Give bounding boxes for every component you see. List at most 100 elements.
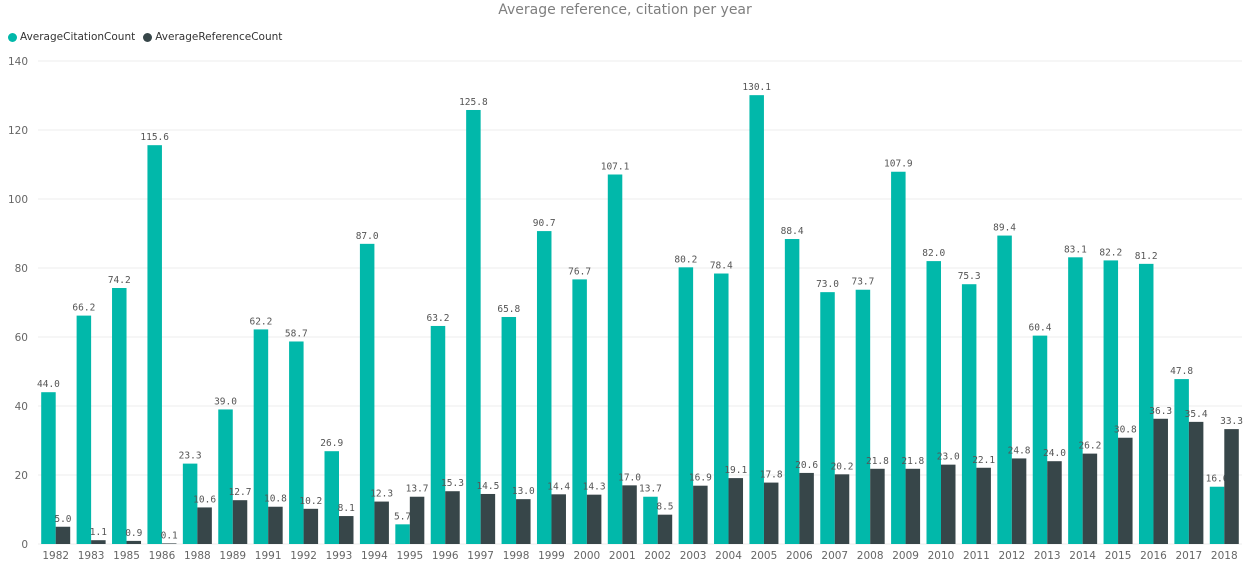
bar-reference[interactable] bbox=[161, 543, 177, 544]
x-tick-label: 2005 bbox=[751, 550, 778, 562]
bar-reference[interactable] bbox=[586, 494, 602, 544]
bar-citation[interactable] bbox=[182, 463, 198, 544]
bar-reference[interactable] bbox=[870, 468, 885, 544]
data-label-reference: 8.5 bbox=[656, 502, 673, 513]
bar-reference[interactable] bbox=[657, 514, 673, 544]
bar-citation[interactable] bbox=[324, 451, 340, 544]
data-label-reference: 26.2 bbox=[1078, 441, 1101, 452]
data-label-reference: 12.7 bbox=[229, 487, 252, 498]
bar-citation[interactable] bbox=[643, 496, 658, 544]
bar-reference[interactable] bbox=[551, 494, 566, 544]
y-tick-label: 40 bbox=[15, 401, 28, 413]
bar-citation[interactable] bbox=[1174, 379, 1189, 544]
bar-citation[interactable] bbox=[466, 109, 481, 545]
bar-reference[interactable] bbox=[197, 507, 212, 544]
bar-reference[interactable] bbox=[1082, 453, 1098, 544]
bar-citation[interactable] bbox=[1032, 335, 1048, 544]
bar-citation[interactable] bbox=[1138, 263, 1154, 544]
bar-reference[interactable] bbox=[693, 485, 708, 544]
bar-citation[interactable] bbox=[218, 409, 233, 544]
bar-citation[interactable] bbox=[714, 273, 729, 544]
bar-citation[interactable] bbox=[749, 95, 764, 544]
bar-reference[interactable] bbox=[126, 540, 142, 544]
bar-citation[interactable] bbox=[1103, 260, 1119, 544]
bar-reference[interactable] bbox=[339, 516, 354, 544]
bar-citation[interactable] bbox=[607, 174, 623, 544]
bar-reference[interactable] bbox=[516, 499, 531, 544]
data-label-reference: 14.5 bbox=[476, 481, 499, 492]
bar-reference[interactable] bbox=[55, 526, 71, 544]
bar-reference[interactable] bbox=[409, 496, 425, 544]
bar-citation[interactable] bbox=[41, 392, 56, 544]
bar-reference[interactable] bbox=[763, 482, 779, 544]
bar-citation[interactable] bbox=[855, 289, 871, 544]
bar-citation[interactable] bbox=[961, 284, 977, 544]
bar-citation[interactable] bbox=[359, 243, 375, 544]
data-label-reference: 21.8 bbox=[901, 456, 924, 467]
bar-citation[interactable] bbox=[395, 524, 410, 544]
bar-reference[interactable] bbox=[303, 508, 319, 544]
bar-reference[interactable] bbox=[622, 485, 637, 544]
bar-citation[interactable] bbox=[784, 239, 800, 544]
data-label-reference: 0.1 bbox=[161, 531, 178, 542]
data-label-reference: 13.7 bbox=[406, 484, 429, 495]
bar-citation[interactable] bbox=[289, 341, 304, 544]
bar-reference[interactable] bbox=[834, 474, 850, 544]
bar-reference[interactable] bbox=[799, 472, 814, 544]
bar-citation[interactable] bbox=[891, 171, 906, 544]
bar-reference[interactable] bbox=[374, 501, 389, 544]
bar-citation[interactable] bbox=[820, 292, 835, 544]
bar-citation[interactable] bbox=[926, 261, 942, 544]
x-tick-label: 1988 bbox=[184, 550, 211, 562]
bar-citation[interactable] bbox=[112, 288, 127, 544]
data-label-reference: 23.0 bbox=[937, 452, 960, 463]
bar-reference[interactable] bbox=[445, 491, 460, 544]
data-label-citation: 82.0 bbox=[922, 248, 945, 259]
x-tick-label: 2006 bbox=[786, 550, 813, 562]
data-label-citation: 83.1 bbox=[1064, 244, 1087, 255]
bar-citation[interactable] bbox=[147, 145, 162, 544]
bar-reference[interactable] bbox=[1047, 461, 1062, 544]
bar-reference[interactable] bbox=[976, 467, 991, 544]
bar-citation[interactable] bbox=[997, 235, 1012, 544]
legend-item-reference[interactable]: AverageReferenceCount bbox=[143, 31, 282, 43]
data-label-citation: 73.7 bbox=[851, 277, 874, 288]
x-tick-label: 2015 bbox=[1105, 550, 1132, 562]
x-tick-label: 1999 bbox=[538, 550, 565, 562]
bar-reference[interactable] bbox=[1118, 437, 1133, 544]
bar-reference[interactable] bbox=[232, 500, 248, 544]
bar-reference[interactable] bbox=[1011, 458, 1027, 544]
data-label-reference: 22.1 bbox=[972, 455, 995, 466]
bar-reference[interactable] bbox=[941, 464, 956, 544]
x-tick-label: 2014 bbox=[1069, 550, 1096, 562]
data-label-citation: 47.8 bbox=[1170, 366, 1193, 377]
bar-reference[interactable] bbox=[268, 506, 283, 544]
bar-reference[interactable] bbox=[1153, 418, 1168, 544]
bar-reference[interactable] bbox=[1188, 421, 1204, 544]
bar-citation[interactable] bbox=[678, 267, 694, 544]
data-label-citation: 66.2 bbox=[72, 303, 95, 314]
y-tick-label: 140 bbox=[8, 56, 28, 68]
bar-citation[interactable] bbox=[253, 329, 269, 544]
bar-citation[interactable] bbox=[501, 316, 517, 544]
x-tick-label: 1998 bbox=[503, 550, 530, 562]
data-label-citation: 76.7 bbox=[568, 266, 591, 277]
bar-citation[interactable] bbox=[572, 279, 587, 544]
bar-citation[interactable] bbox=[430, 325, 446, 544]
bar-citation[interactable] bbox=[536, 231, 552, 544]
bar-reference[interactable] bbox=[905, 468, 921, 544]
data-label-reference: 17.8 bbox=[760, 470, 783, 481]
bar-reference[interactable] bbox=[480, 493, 496, 544]
y-tick-label: 80 bbox=[15, 263, 28, 275]
x-tick-label: 1995 bbox=[396, 550, 423, 562]
data-label-reference: 36.3 bbox=[1149, 406, 1172, 417]
y-tick-label: 0 bbox=[21, 539, 28, 551]
legend-item-citation[interactable]: AverageCitationCount bbox=[8, 31, 135, 43]
bar-citation[interactable] bbox=[1068, 257, 1083, 544]
bar-reference[interactable] bbox=[1224, 429, 1239, 544]
bar-citation[interactable] bbox=[1209, 486, 1225, 544]
bar-reference[interactable] bbox=[91, 540, 106, 544]
bar-reference[interactable] bbox=[728, 478, 744, 544]
data-label-reference: 1.1 bbox=[90, 527, 107, 538]
bar-citation[interactable] bbox=[76, 315, 92, 544]
